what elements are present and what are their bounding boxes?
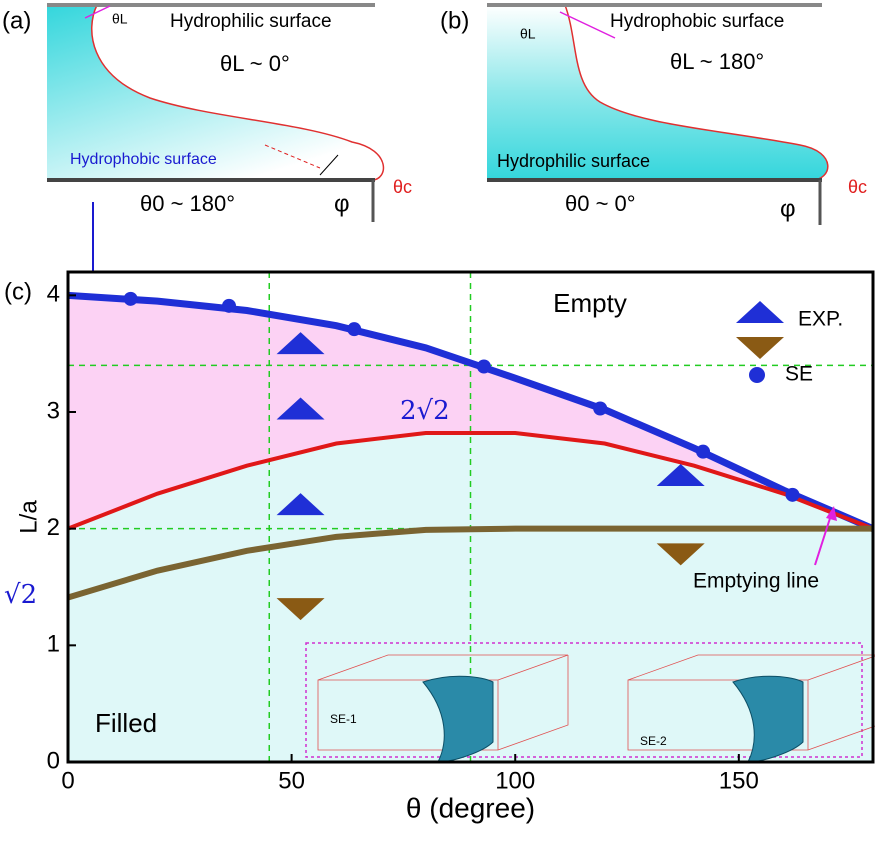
angle-label: θ0 ~ 180° xyxy=(140,191,235,216)
y-axis-label: L/a xyxy=(15,500,42,534)
point xyxy=(593,402,607,416)
legend-marker xyxy=(749,367,765,383)
angle-label: θL ~ 180° xyxy=(670,49,764,74)
legend-label: EXP. xyxy=(798,308,843,331)
point xyxy=(477,360,491,374)
annotation: Emptying line xyxy=(693,570,819,593)
surface-label: Hydrophobic surface xyxy=(70,151,217,168)
inset-label: SE-1 xyxy=(330,712,357,726)
y-tick-label: 1 xyxy=(47,631,60,658)
angle-label: φ xyxy=(780,195,796,222)
y-tick-label: 2 xyxy=(47,514,60,541)
angle-label: θ0 ~ 0° xyxy=(565,191,636,216)
surface-label: Hydrophilic surface xyxy=(497,151,650,171)
region-label: Empty xyxy=(553,288,627,318)
surface-label: Hydrophilic surface xyxy=(170,11,332,32)
panel-label: (c) xyxy=(4,278,32,305)
point xyxy=(786,488,800,502)
value-note: 2√2 xyxy=(400,396,450,426)
angle-label: θc xyxy=(393,177,412,197)
plot: SE-1 SE-2 0 50 100 150 0 1 2 3 4 θ (degree) L/a (c) Em… xyxy=(4,272,875,823)
point xyxy=(696,445,710,459)
inset-label: SE-2 xyxy=(640,734,667,748)
legend-label: SE xyxy=(785,363,813,386)
x-axis-label: θ (degree) xyxy=(406,792,535,823)
x-tick-label: 150 xyxy=(719,767,759,794)
angle-label: θL ~ 0° xyxy=(220,51,290,76)
x-tick-label: 0 xyxy=(61,767,74,794)
panel-a: (a) θL Hydrophilic surface θL ~ 0° Hydro… xyxy=(2,5,412,222)
panel-label: (b) xyxy=(440,7,469,34)
panel-label: (a) xyxy=(2,7,31,34)
angle-label: φ xyxy=(334,190,350,217)
y-tick-label: 0 xyxy=(47,747,60,774)
angle-label: θc xyxy=(848,177,867,197)
x-tick-label: 50 xyxy=(278,767,305,794)
point xyxy=(347,322,361,336)
value-note: √2 xyxy=(4,580,37,610)
angle-label: θL xyxy=(112,11,128,27)
region-label: Filled xyxy=(95,708,157,738)
x-tick-label: 100 xyxy=(495,767,535,794)
y-tick-label: 3 xyxy=(47,397,60,424)
point xyxy=(124,292,138,306)
panel-b: (b) θL Hydrophobic surface θL ~ 180° Hyd… xyxy=(440,5,867,225)
y-tick-label: 4 xyxy=(47,281,60,308)
point xyxy=(222,299,236,313)
surface-label: Hydrophobic surface xyxy=(610,11,784,32)
angle-label: θL xyxy=(520,26,536,42)
figure: (a) θL Hydrophilic surface θL ~ 0° Hydro… xyxy=(0,0,875,836)
